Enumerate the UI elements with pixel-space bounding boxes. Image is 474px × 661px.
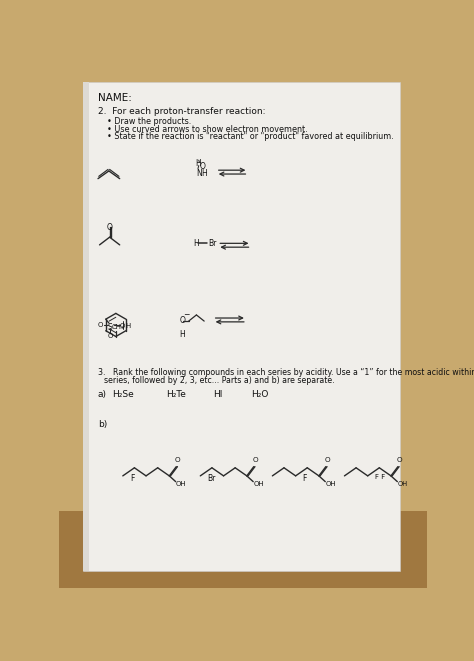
Text: O: O <box>120 323 125 329</box>
Text: OH: OH <box>253 481 264 487</box>
Text: Br: Br <box>207 474 216 483</box>
Text: H: H <box>193 239 199 249</box>
Text: OH: OH <box>325 481 336 487</box>
Text: 2.  For each proton-transfer reaction:: 2. For each proton-transfer reaction: <box>98 107 265 116</box>
Text: H₂Se: H₂Se <box>112 389 134 399</box>
Text: O: O <box>179 317 185 325</box>
Text: a): a) <box>98 389 107 399</box>
Text: CH₃: CH₃ <box>112 324 125 330</box>
Text: O: O <box>175 457 180 463</box>
Text: F: F <box>302 474 307 483</box>
Text: −: − <box>183 310 190 319</box>
Text: O: O <box>200 162 205 171</box>
Text: H₂O: H₂O <box>251 389 269 399</box>
Text: NAME:: NAME: <box>98 93 132 103</box>
Text: H: H <box>201 169 207 178</box>
Text: OH: OH <box>397 481 408 487</box>
Text: HI: HI <box>213 389 222 399</box>
FancyBboxPatch shape <box>82 83 89 571</box>
Text: O: O <box>98 323 103 329</box>
Text: H: H <box>179 330 185 338</box>
Text: O: O <box>107 333 113 339</box>
FancyBboxPatch shape <box>82 83 400 571</box>
Text: O: O <box>396 457 402 463</box>
Text: • Use curved arrows to show electron movement.: • Use curved arrows to show electron mov… <box>107 125 308 134</box>
Text: OH: OH <box>176 481 186 487</box>
Text: F F: F F <box>374 474 385 480</box>
Text: • State if the reaction is "reactant" or "product" favored at equilibrium.: • State if the reaction is "reactant" or… <box>107 132 394 141</box>
Text: F: F <box>130 474 134 483</box>
Text: series, followed by 2, 3, etc... Parts a) and b) are separate.: series, followed by 2, 3, etc... Parts a… <box>104 375 335 385</box>
Text: • Draw the products.: • Draw the products. <box>107 117 191 126</box>
Text: b): b) <box>98 420 107 430</box>
Text: N: N <box>196 169 202 178</box>
Text: S: S <box>107 323 112 332</box>
FancyBboxPatch shape <box>59 510 427 588</box>
Text: 3.   Rank the following compounds in each series by acidity. Use a “1” for the m: 3. Rank the following compounds in each … <box>98 368 474 377</box>
Text: O: O <box>252 457 258 463</box>
Text: H₂Te: H₂Te <box>166 389 186 399</box>
Text: H: H <box>125 323 130 329</box>
Text: O: O <box>107 223 112 231</box>
Text: H: H <box>195 159 201 168</box>
Text: Br: Br <box>208 239 217 249</box>
Text: O: O <box>324 457 330 463</box>
